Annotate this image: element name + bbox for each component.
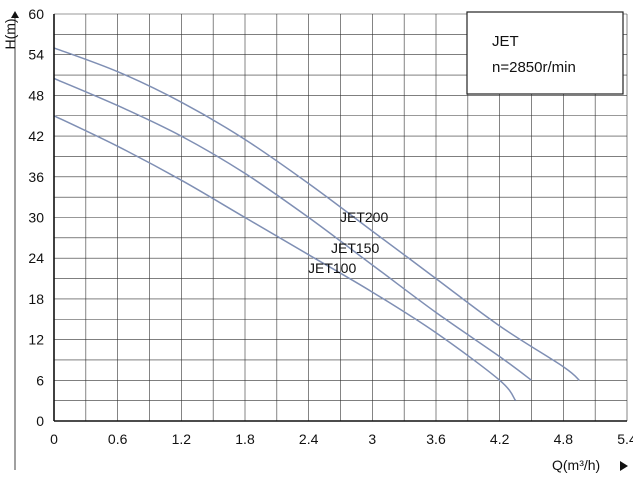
series-line-jet150 xyxy=(53,77,532,381)
series-label-jet100: JET100 xyxy=(308,260,356,276)
x-axis-label: Q(m³/h) xyxy=(552,457,600,473)
x-tick-label: 3.6 xyxy=(426,431,446,447)
y-tick-label: 54 xyxy=(28,47,44,63)
x-tick-label: 4.8 xyxy=(554,431,574,447)
y-axis-label: H(m) xyxy=(2,18,18,49)
tick-labels: 0 0.6 1.2 1.8 2.4 3 3.6 4.2 4.8 5.4 0 6 12 18 24 30 36 42… xyxy=(28,6,633,447)
y-tick-label: 0 xyxy=(36,413,44,429)
y-tick-label: 6 xyxy=(36,372,44,388)
y-tick-label: 60 xyxy=(28,6,44,22)
x-tick-label: 1.8 xyxy=(235,431,255,447)
legend-title: JET xyxy=(492,33,519,50)
x-tick-label: 2.4 xyxy=(299,431,319,447)
series-line-jet200 xyxy=(53,47,580,381)
series-label-jet200: JET200 xyxy=(340,209,388,225)
legend-frame xyxy=(466,11,624,95)
axes xyxy=(14,14,627,470)
x-tick-label: 0 xyxy=(50,431,58,447)
y-tick-label: 18 xyxy=(28,291,44,307)
series-line-jet100 xyxy=(53,115,517,402)
y-tick-label: 36 xyxy=(28,169,44,185)
x-tick-label: 3 xyxy=(368,431,376,447)
x-axis-arrow-icon xyxy=(620,461,628,471)
x-tick-label: 5.4 xyxy=(617,431,633,447)
y-tick-label: 48 xyxy=(28,87,44,103)
y-axis-arrow-icon xyxy=(11,11,19,18)
y-tick-label: 30 xyxy=(28,210,44,226)
x-tick-label: 4.2 xyxy=(490,431,510,447)
y-tick-label: 24 xyxy=(28,250,44,266)
curves: JET200 JET150 JET100 xyxy=(53,47,580,402)
x-tick-label: 1.2 xyxy=(172,431,192,447)
y-tick-label: 42 xyxy=(28,128,44,144)
y-tick-label: 12 xyxy=(28,332,44,348)
series-label-jet150: JET150 xyxy=(331,240,379,256)
x-tick-label: 0.6 xyxy=(108,431,128,447)
legend-box: JET n=2850r/min xyxy=(466,11,624,95)
legend-subtitle: n=2850r/min xyxy=(492,59,576,76)
